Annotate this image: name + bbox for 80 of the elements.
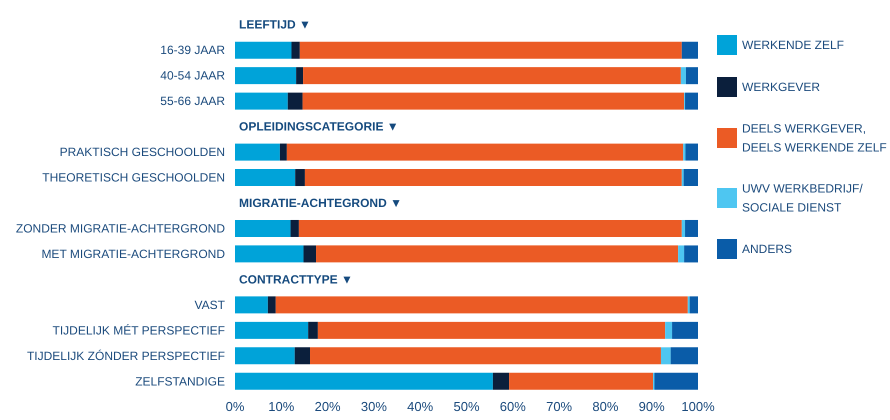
- bar: [276, 296, 688, 314]
- bar: [302, 92, 684, 110]
- bar: [686, 144, 698, 161]
- bar: [670, 347, 698, 364]
- y-tick-label: ZELFSTANDIGE: [135, 374, 225, 388]
- bar: [280, 144, 287, 161]
- x-tick-label: 60%: [500, 399, 526, 414]
- y-tick-label: LEEFTIJD ▼: [239, 18, 311, 32]
- bar: [235, 296, 268, 314]
- bar: [672, 322, 698, 339]
- y-tick-label: MET MIGRATIE-ACHTERGROND: [41, 246, 226, 261]
- bar: [685, 220, 698, 237]
- y-tick-label: MIGRATIE-ACHTEGROND ▼: [239, 196, 402, 210]
- legend-label: DEELS WERKGEVER, DEELS WERKENDE ZELF: [742, 122, 887, 154]
- bar: [235, 322, 308, 339]
- bar: [235, 372, 493, 390]
- x-tick-label: 0%: [226, 399, 245, 414]
- bar: [684, 245, 698, 262]
- bar: [680, 67, 686, 84]
- bar: [235, 144, 280, 161]
- y-tick-label: ZONDER MIGRATIE-ACHTERGROND: [16, 221, 226, 236]
- x-tick-label: 50%: [453, 399, 480, 414]
- bar: [304, 245, 316, 262]
- bar: [678, 245, 684, 262]
- y-tick-label: CONTRACTTYPE ▼: [239, 272, 353, 286]
- bar: [665, 322, 672, 339]
- y-tick-label: TIJDELIJK ZÓNDER PERSPECTIEF: [26, 348, 225, 363]
- bar: [690, 296, 698, 314]
- bar: [316, 245, 678, 262]
- bar: [682, 220, 686, 237]
- bar: [291, 42, 300, 59]
- y-tick-label: PRAKTISCH GESCHOOLDEN: [60, 145, 225, 160]
- x-tick-label: 40%: [407, 399, 434, 414]
- bar: [235, 220, 291, 237]
- bar: [308, 322, 318, 339]
- x-tick-label: 90%: [638, 399, 666, 414]
- bar: [304, 169, 682, 186]
- x-tick-label: 70%: [546, 399, 573, 414]
- bar: [290, 220, 299, 237]
- bar: [298, 220, 682, 237]
- y-tick-label: OPLEIDINGSCATEGORIE ▼: [239, 120, 399, 134]
- legend-label: ANDERS: [742, 242, 792, 256]
- x-tick-label: 10%: [268, 399, 295, 414]
- bar: [318, 322, 666, 339]
- bar: [682, 42, 698, 59]
- x-tick-label: 30%: [360, 399, 388, 414]
- bar: [686, 67, 698, 84]
- y-tick-label: TIJDELIJK MÉT PERSPECTIEF: [52, 323, 225, 338]
- bar: [235, 347, 295, 364]
- bar: [492, 372, 510, 390]
- bar: [685, 92, 698, 110]
- bar: [296, 67, 304, 84]
- bar: [235, 92, 288, 110]
- y-tick-label: VAST: [194, 298, 226, 312]
- bar: [684, 169, 698, 186]
- y-tick-label: THEORETISCH GESCHOOLDEN: [42, 170, 225, 185]
- bar: [300, 42, 682, 59]
- bar: [235, 245, 304, 262]
- bar: [295, 169, 305, 186]
- bar: [288, 92, 303, 110]
- bar: [303, 67, 681, 84]
- bar: [509, 372, 654, 390]
- y-tick-label: 16-39 JAAR: [160, 43, 226, 58]
- bar: [235, 42, 292, 59]
- y-tick-label: 40-54 JAAR: [160, 68, 226, 83]
- x-tick-label: 20%: [314, 399, 342, 414]
- bar: [235, 67, 296, 84]
- x-tick-label: 80%: [592, 399, 619, 414]
- y-tick-label: 55-66 JAAR: [160, 94, 226, 108]
- bar: [235, 169, 296, 186]
- x-tick-label: 100%: [681, 399, 716, 414]
- bar: [294, 347, 310, 364]
- legend-label: WERKENDE ZELF: [742, 38, 844, 52]
- legend-label: WERKGEVER: [742, 80, 820, 94]
- bar: [654, 372, 698, 390]
- bar: [660, 347, 671, 364]
- bar: [286, 144, 684, 161]
- bar: [310, 347, 661, 364]
- legend-label: UWV WERKBEDRIJF/ SOCIALE DIENST: [742, 182, 866, 214]
- bar: [268, 296, 276, 314]
